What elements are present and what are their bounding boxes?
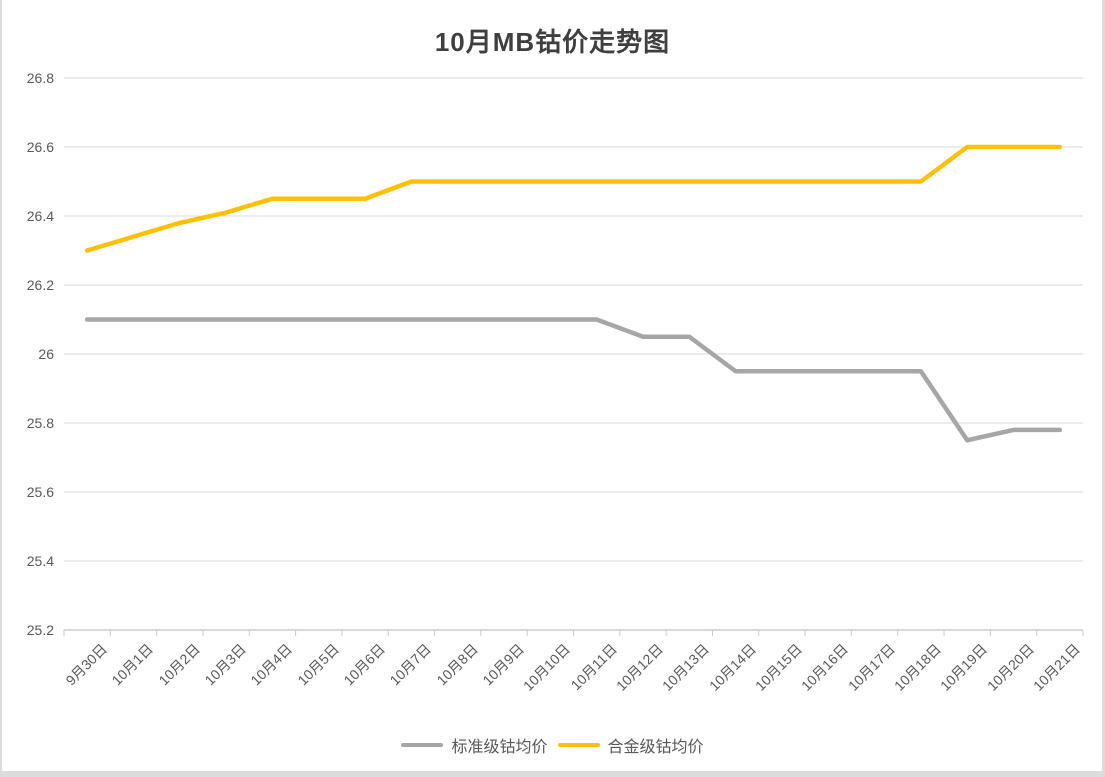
legend: 标准级钴均价 合金级钴均价	[0, 733, 1105, 757]
window-border-right	[1102, 0, 1105, 777]
y-tick-label: 26	[38, 346, 54, 362]
y-tick-label: 25.4	[26, 553, 54, 569]
y-tick-label: 26.4	[26, 208, 54, 224]
legend-item-standard-cobalt: 标准级钴均价	[401, 733, 548, 757]
legend-label-alloy-cobalt: 合金级钴均价	[607, 739, 704, 756]
window-border-bottom	[0, 771, 1105, 777]
series-line-standard-cobalt	[84, 317, 1063, 443]
y-tick-label: 25.2	[26, 622, 54, 638]
y-tick-label: 25.8	[26, 415, 54, 431]
y-tick-label: 26.2	[26, 277, 54, 293]
legend-label-standard-cobalt: 标准级钴均价	[451, 739, 548, 756]
series-line-alloy-cobalt	[84, 144, 1063, 253]
chart-title: 10月MB钴价走势图	[434, 27, 671, 57]
y-tick-label: 26.8	[26, 70, 54, 86]
window-border-left	[0, 0, 2, 777]
y-tick-label: 25.6	[26, 484, 54, 500]
y-tick-label: 26.6	[26, 139, 54, 155]
legend-item-alloy-cobalt: 合金级钴均价	[557, 733, 704, 757]
legend-line-swatch-gray	[401, 743, 444, 747]
legend-line-swatch-gold	[557, 743, 600, 747]
